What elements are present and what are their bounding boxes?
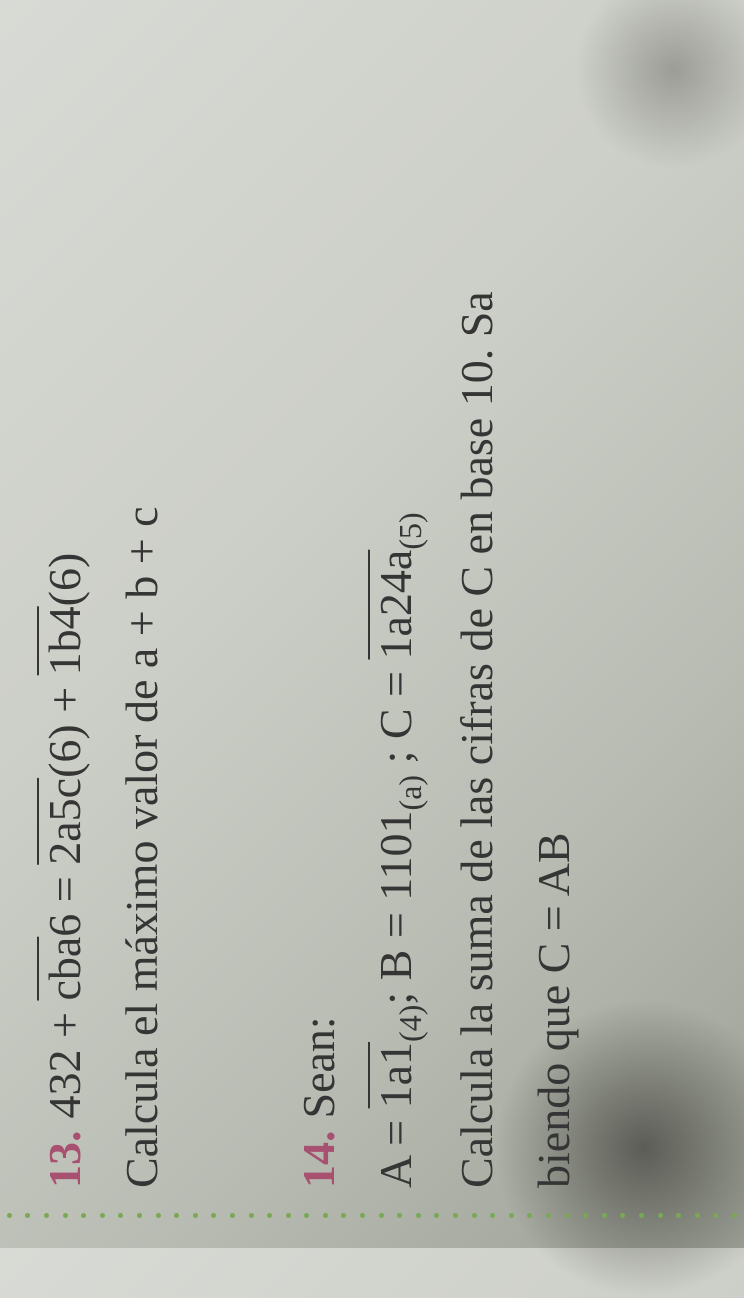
margin-dots (0, 1212, 744, 1218)
eq-subscript: (a) (392, 775, 428, 811)
eq-overline: 1a1 (370, 1042, 421, 1108)
problem-14-instruction2: biendo que C = AB (519, 0, 588, 1188)
problem-14-title: 14. Sean: (284, 0, 353, 1188)
eq-overline: 1a24a (370, 550, 421, 660)
problem-14-instruction1: Calcula la suma de las cifras de C en ba… (442, 0, 511, 1188)
eq-text: 432 + (39, 1001, 90, 1119)
problem-14-equation: A = 1a1(4); B = 1101(a) ; C = 1a24a(5) (361, 0, 434, 1188)
eq-text: A = (370, 1108, 421, 1188)
eq-text: 6 = (39, 865, 90, 937)
eq-subscript: (4) (392, 1005, 428, 1042)
problem-number-14: 14. (293, 1131, 344, 1189)
eq-text: (6) + (39, 675, 90, 778)
problem-13-equation: 13. 432 + cba6 = 2a5c(6) + 1b4(6) (30, 0, 99, 1188)
problem-13: 13. 432 + cba6 = 2a5c(6) + 1b4(6) Calcula… (30, 0, 184, 1188)
eq-overline: 2a5c (39, 778, 90, 865)
problem-13-instruction: Calcula el máximo valor de a + b + c (107, 0, 176, 1188)
page-content: 13. 432 + cba6 = 2a5c(6) + 1b4(6) Calcula… (0, 0, 744, 1248)
eq-text: ; C = (370, 660, 421, 775)
eq-overline: 1b4 (39, 606, 90, 675)
eq-overline: cba (39, 937, 90, 1001)
eq-text: ; B = 1101 (370, 810, 421, 1004)
eq-text: (6) (39, 553, 90, 607)
eq-subscript: (5) (392, 512, 428, 549)
problem-14-sean: Sean: (293, 1016, 344, 1118)
problem-number-13: 13. (39, 1131, 90, 1189)
problem-14: 14. Sean: A = 1a1(4); B = 1101(a) ; C = 1… (284, 0, 596, 1188)
